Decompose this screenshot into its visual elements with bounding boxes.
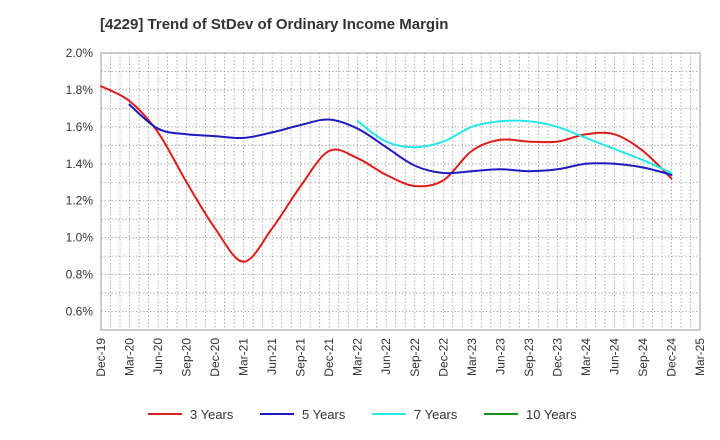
y-tick-label: 0.8% — [66, 268, 94, 282]
x-tick-label: Jun-24 — [607, 338, 621, 375]
x-tick-label: Dec-21 — [322, 338, 336, 377]
series-line-7-years — [356, 119, 673, 174]
x-tick-label: Dec-20 — [208, 338, 222, 377]
series-line-3-years — [100, 85, 673, 263]
y-tick-label: 0.6% — [66, 305, 94, 319]
x-tick-label: Mar-21 — [237, 338, 251, 376]
x-tick-label: Dec-19 — [94, 338, 108, 377]
y-tick-label: 1.0% — [66, 231, 94, 245]
legend-label-7-years: 7 Years — [414, 407, 458, 422]
y-tick-label: 2.0% — [66, 46, 94, 60]
x-tick-label: Mar-20 — [123, 338, 137, 376]
y-tick-label: 1.4% — [66, 157, 94, 171]
x-tick-label: Mar-22 — [351, 338, 365, 376]
legend-label-5-years: 5 Years — [302, 407, 346, 422]
legend-label-3-years: 3 Years — [190, 407, 234, 422]
x-tick-label: Sep-20 — [180, 338, 194, 377]
x-tick-label: Mar-25 — [693, 338, 707, 376]
x-tick-label: Jun-22 — [379, 338, 393, 375]
x-tick-label: Jun-21 — [265, 338, 279, 375]
plot-area — [100, 52, 701, 331]
y-tick-label: 1.2% — [66, 194, 94, 208]
x-tick-label: Mar-24 — [579, 338, 593, 376]
series-lines — [100, 85, 673, 263]
grid — [100, 52, 701, 331]
chart-title: [4229] Trend of StDev of Ordinary Income… — [100, 16, 448, 33]
legend: 3 Years 5 Years 7 Years 10 Years — [148, 407, 577, 422]
x-tick-label: Dec-23 — [550, 338, 564, 377]
x-tick-label: Dec-24 — [664, 338, 678, 377]
x-tick-label: Jun-23 — [493, 338, 507, 375]
x-tick-label: Dec-22 — [436, 338, 450, 377]
x-tick-label: Sep-22 — [408, 338, 422, 377]
y-tick-label: 1.6% — [66, 120, 94, 134]
series-line-5-years — [128, 103, 673, 176]
x-tick-label: Sep-24 — [636, 338, 650, 377]
x-tick-label: Sep-23 — [522, 338, 536, 377]
legend-label-10-years: 10 Years — [526, 407, 577, 422]
x-tick-label: Sep-21 — [294, 338, 308, 377]
x-tick-label: Jun-20 — [151, 338, 165, 375]
axes: 0.6% 0.8% 1.0% 1.2% 1.4% 1.6% 1.8% 2.0% Dec-19 Ma… — [66, 46, 707, 377]
x-tick-label: Mar-23 — [465, 338, 479, 376]
y-tick-label: 1.8% — [66, 83, 94, 97]
